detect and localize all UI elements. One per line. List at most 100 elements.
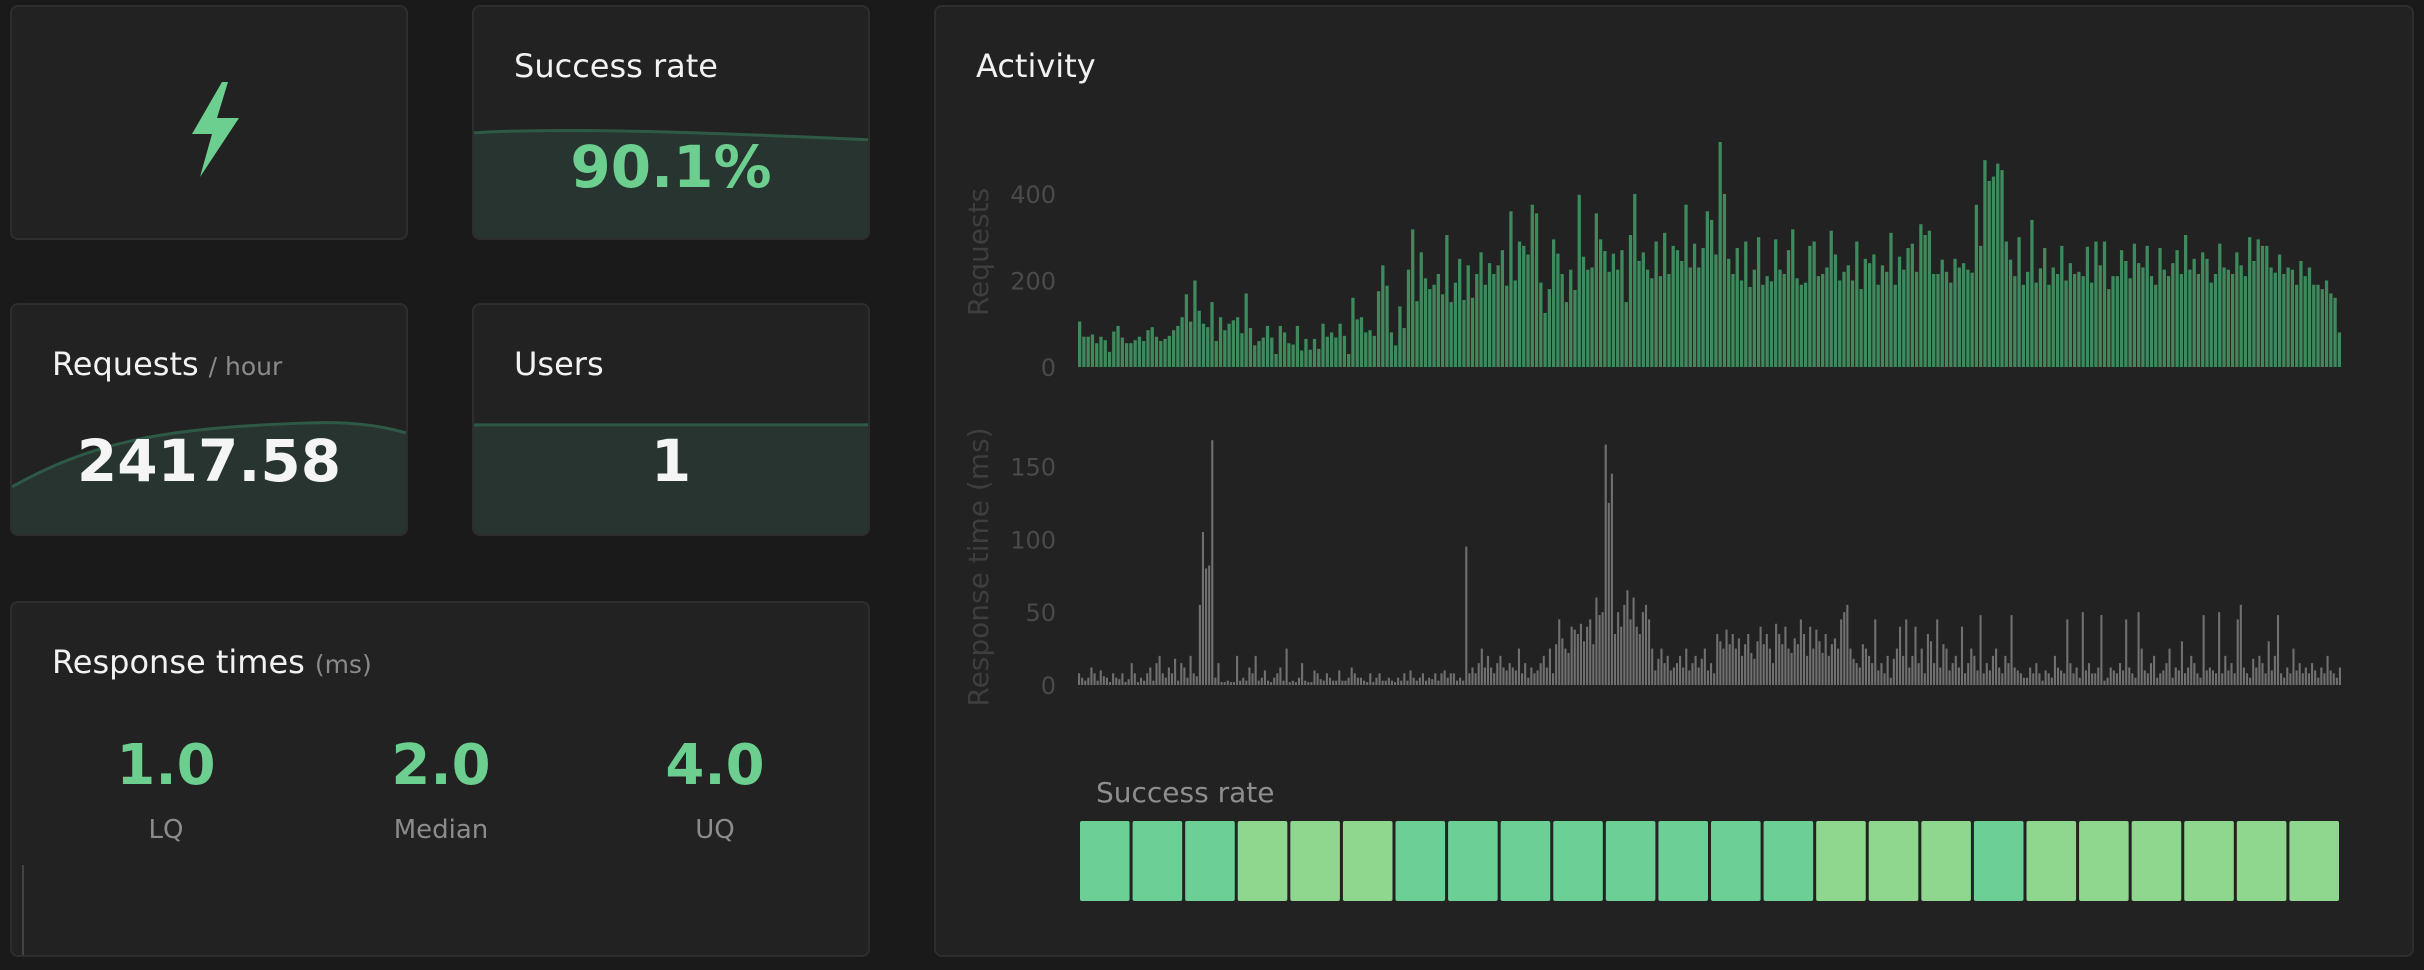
response-time-bar <box>1564 648 1567 685</box>
median-value: 2.0 <box>391 733 491 798</box>
requests-bar <box>1774 239 1778 367</box>
response-time-bar <box>1542 655 1545 685</box>
lq-label: LQ <box>148 815 184 845</box>
response-time-bar <box>1830 644 1833 685</box>
response-time-bar <box>1161 673 1164 685</box>
requests-bar <box>1663 232 1667 367</box>
response-time-bar <box>1310 682 1313 685</box>
requests-bar <box>1876 284 1880 367</box>
requests-bar <box>1684 204 1688 367</box>
response-time-bar <box>1412 677 1415 685</box>
requests-bar <box>1803 282 1808 368</box>
requests-bar <box>1440 294 1445 367</box>
requests-bar <box>1171 330 1176 367</box>
requests-bar <box>1765 276 1769 367</box>
response-times-title: Response times (ms) <box>52 643 372 681</box>
requests-bar <box>1957 267 1961 367</box>
response-time-axis-title: Response time (ms) <box>962 427 995 706</box>
response-time-bar <box>1409 670 1412 685</box>
requests-bar <box>2188 269 2192 367</box>
response-time-bar <box>1641 612 1644 685</box>
response-time-bar <box>2084 670 2087 685</box>
requests-bar <box>2282 273 2286 367</box>
response-time-bar <box>2072 673 2075 685</box>
requests-bar <box>1645 269 1650 367</box>
requests-bar <box>1534 213 1539 367</box>
requests-bar <box>2072 273 2077 367</box>
requests-bar <box>2175 250 2179 367</box>
response-time-bar <box>2075 667 2078 685</box>
response-time-bar <box>2007 663 2010 685</box>
response-time-bar <box>1288 682 1291 685</box>
success-rate-cell <box>1500 821 1551 901</box>
response-time-bar <box>2156 677 2159 685</box>
response-time-bar <box>1697 667 1700 685</box>
requests-bar <box>1347 354 1351 367</box>
requests-bar <box>2068 263 2072 367</box>
requests-bar <box>1868 263 1872 367</box>
requests-bar <box>1236 317 1240 367</box>
response-time-bar <box>1381 680 1384 685</box>
response-time-bar <box>1152 680 1155 685</box>
success-rate-cell <box>1605 821 1656 901</box>
requests-bar <box>2239 265 2243 367</box>
response-time-bar <box>1626 590 1629 685</box>
requests-bar <box>1966 269 1970 367</box>
response-time-bar <box>2165 663 2168 685</box>
response-time-bar <box>2159 673 2162 685</box>
response-time-bar <box>1979 615 1982 685</box>
requests-bar <box>1364 332 1368 367</box>
requests-bar <box>2034 282 2038 368</box>
requests-bar <box>1351 297 1355 367</box>
requests-bar <box>1983 160 1987 367</box>
response-time-bar <box>2273 655 2276 685</box>
response-time-bar <box>2081 612 2084 685</box>
requests-bar <box>1991 176 1996 367</box>
response-time-bar <box>1477 663 1480 685</box>
response-time-bar <box>1920 648 1923 685</box>
requests-bar <box>1671 245 1675 367</box>
requests-bar <box>1116 325 1120 367</box>
requests-bar <box>1680 260 1684 367</box>
requests-bar <box>1539 282 1543 368</box>
requests-bar <box>1223 330 1227 367</box>
response-time-bar <box>1471 667 1474 685</box>
response-time-bar <box>1545 667 1548 685</box>
requests-bar <box>1227 323 1231 367</box>
requests-bar <box>2184 235 2188 367</box>
response-time-bar <box>1607 502 1610 685</box>
requests-bar <box>1829 230 1833 367</box>
response-time-bar <box>1592 644 1595 685</box>
response-time-bar <box>1266 680 1270 685</box>
requests-bar <box>1453 282 1458 368</box>
requests-bar <box>1099 336 1103 367</box>
response-time-bar <box>2134 677 2137 685</box>
requests-bar <box>2179 273 2183 367</box>
requests-bar <box>2090 282 2094 368</box>
requests-bar <box>1248 328 1253 367</box>
requests-bar <box>2299 260 2303 367</box>
response-time-bar <box>1508 663 1511 685</box>
requests-tick-label: 0 <box>1041 354 1056 382</box>
response-time-bar <box>1558 619 1561 685</box>
response-time-bar <box>2264 673 2267 685</box>
response-time-bar <box>1378 673 1381 685</box>
response-time-bar <box>1496 663 1499 685</box>
response-time-bar <box>1917 663 1920 685</box>
response-time-bar <box>1635 626 1638 685</box>
response-time-bar <box>2233 673 2236 685</box>
response-time-bar <box>1598 615 1601 685</box>
requests-bar <box>1526 254 1530 367</box>
response-time-bar <box>2109 667 2112 685</box>
response-time-bar <box>2301 673 2304 685</box>
requests-bar <box>2098 265 2102 367</box>
response-time-bar <box>1087 677 1090 685</box>
response-time-bar <box>1511 667 1514 685</box>
requests-bar <box>1342 335 1347 367</box>
requests-bar <box>1710 219 1714 367</box>
requests-bar <box>1150 327 1154 367</box>
users-card: Users 1 <box>472 303 870 536</box>
requests-bar <box>2248 237 2252 367</box>
requests-bar <box>1808 245 1812 367</box>
requests-bar <box>2277 254 2282 367</box>
